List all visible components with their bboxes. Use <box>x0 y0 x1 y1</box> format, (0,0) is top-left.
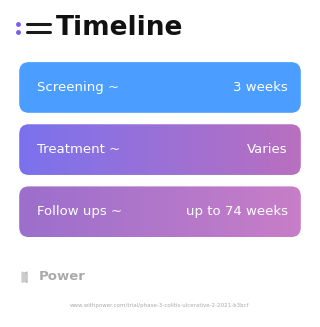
Text: up to 74 weeks: up to 74 weeks <box>186 205 288 218</box>
Text: Treatment ~: Treatment ~ <box>37 143 120 156</box>
Text: Timeline: Timeline <box>56 15 183 41</box>
Text: www.withpower.com/trial/phase-3-colitis-ulcerative-2-2021-b3bcf: www.withpower.com/trial/phase-3-colitis-… <box>70 303 250 308</box>
Text: Screening ~: Screening ~ <box>37 81 119 94</box>
Text: ◗: ◗ <box>20 269 28 284</box>
Text: ◖: ◖ <box>20 269 28 284</box>
Text: Power: Power <box>38 270 85 283</box>
Text: 3 weeks: 3 weeks <box>233 81 288 94</box>
Text: Varies: Varies <box>247 143 288 156</box>
Text: Follow ups ~: Follow ups ~ <box>37 205 122 218</box>
